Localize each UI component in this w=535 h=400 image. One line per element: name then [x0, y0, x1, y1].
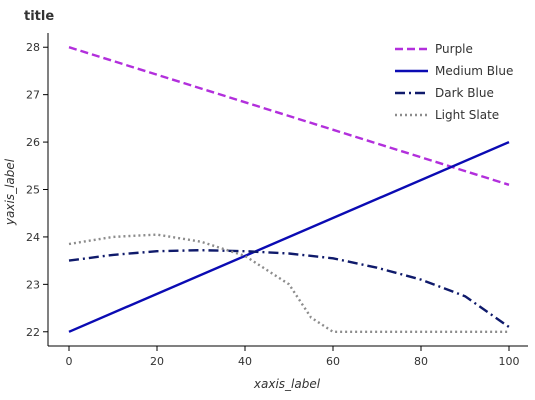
x-tick-label: 40 [238, 355, 252, 368]
legend-label: Purple [435, 42, 473, 56]
y-tick-label: 27 [26, 89, 40, 102]
y-tick-label: 28 [26, 41, 40, 54]
axes: 22 23 24 25 26 27 28 0 20 40 60 80 100 [26, 33, 528, 368]
legend-label: Medium Blue [435, 64, 513, 78]
x-axis-title: xaxis_label [253, 377, 321, 391]
series-line-light-slate [68, 233, 509, 333]
series-line-purple [68, 46, 510, 186]
y-tick-label: 24 [26, 231, 40, 244]
legend-label: Light Slate [435, 108, 499, 122]
series-line-dark-blue [68, 248, 510, 328]
chart-title: title [24, 9, 54, 24]
y-tick-label: 26 [26, 136, 40, 149]
x-tick-label: 20 [150, 355, 164, 368]
legend-label: Dark Blue [435, 86, 494, 100]
y-tick-label: 25 [26, 184, 40, 197]
x-tick-label: 0 [66, 355, 73, 368]
series-layer [68, 46, 510, 333]
y-tick-label: 23 [26, 278, 40, 291]
y-tick-label: 22 [26, 326, 40, 339]
legend: Purple Medium Blue Dark Blue Light Slate [395, 42, 513, 122]
series-line-medium-blue [68, 140, 510, 333]
y-axis-title: yaxis_label [3, 158, 17, 226]
x-tick-label: 60 [326, 355, 340, 368]
x-tick-label: 100 [499, 355, 520, 368]
x-tick-label: 80 [414, 355, 428, 368]
